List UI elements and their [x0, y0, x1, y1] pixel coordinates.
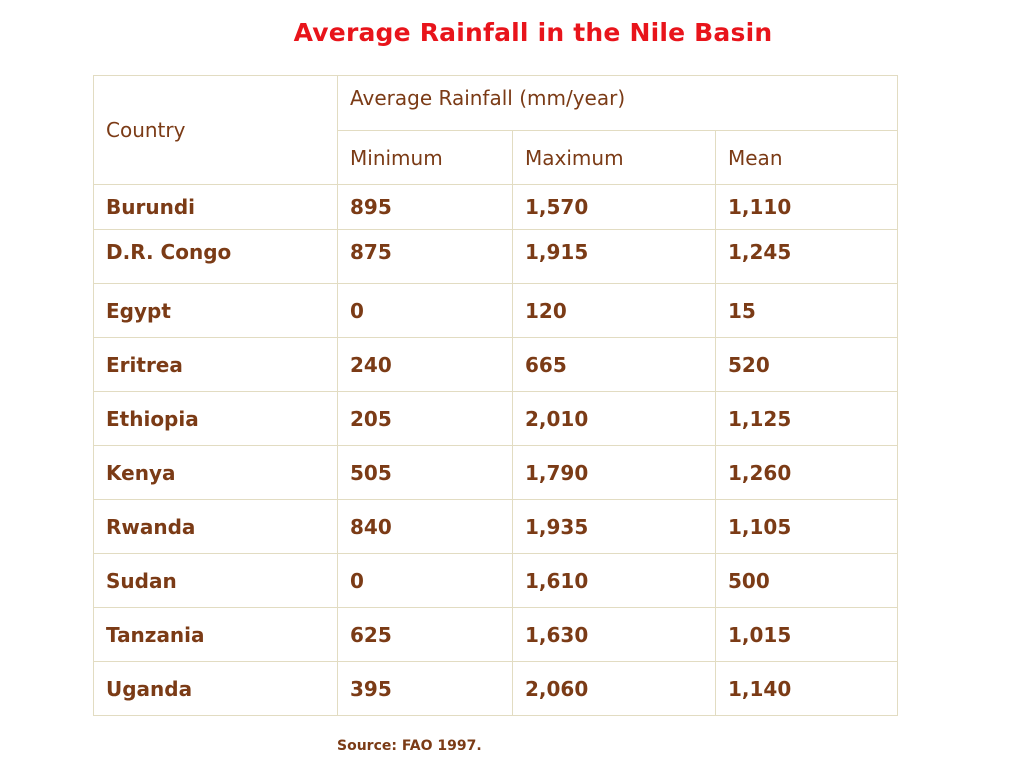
country-header: Country	[93, 75, 338, 185]
table-row: Ethiopia 205 2,010 1,125	[93, 391, 898, 446]
maximum-cell: 1,630	[512, 607, 716, 662]
table-row: Rwanda 840 1,935 1,105	[93, 499, 898, 554]
table-row: Burundi 895 1,570 1,110	[93, 184, 898, 230]
country-cell: Sudan	[93, 553, 338, 608]
mean-header: Mean	[715, 130, 898, 185]
country-cell: Egypt	[93, 283, 338, 338]
mean-cell: 520	[715, 337, 898, 392]
maximum-header: Maximum	[512, 130, 716, 185]
table-row: Tanzania 625 1,630 1,015	[93, 607, 898, 662]
mean-cell: 1,260	[715, 445, 898, 500]
rainfall-table: Country Average Rainfall (mm/year) Minim…	[93, 75, 898, 716]
maximum-cell: 1,935	[512, 499, 716, 554]
maximum-cell: 1,790	[512, 445, 716, 500]
maximum-cell: 1,610	[512, 553, 716, 608]
mean-cell: 1,245	[715, 229, 898, 284]
minimum-cell: 205	[337, 391, 513, 446]
table-row: Egypt 0 120 15	[93, 283, 898, 338]
table-row: Uganda 395 2,060 1,140	[93, 661, 898, 716]
mean-cell: 1,110	[715, 184, 898, 230]
mean-cell: 1,105	[715, 499, 898, 554]
header-row-sub: Minimum Maximum Mean	[94, 130, 898, 185]
mean-cell: 1,015	[715, 607, 898, 662]
minimum-cell: 840	[337, 499, 513, 554]
mean-cell: 1,140	[715, 661, 898, 716]
minimum-header: Minimum	[337, 130, 513, 185]
country-cell: Burundi	[93, 184, 338, 230]
minimum-cell: 895	[337, 184, 513, 230]
country-cell: D.R. Congo	[93, 229, 338, 284]
maximum-cell: 2,060	[512, 661, 716, 716]
country-cell: Eritrea	[93, 337, 338, 392]
minimum-cell: 0	[337, 553, 513, 608]
page-title: Average Rainfall in the Nile Basin	[293, 18, 773, 47]
table-row: Eritrea 240 665 520	[93, 337, 898, 392]
header-row-group: Country Average Rainfall (mm/year)	[93, 75, 898, 185]
minimum-cell: 875	[337, 229, 513, 284]
minimum-cell: 0	[337, 283, 513, 338]
table-row: Sudan 0 1,610 500	[93, 553, 898, 608]
mean-cell: 500	[715, 553, 898, 608]
source-note: Source: FAO 1997.	[337, 738, 482, 754]
maximum-cell: 2,010	[512, 391, 716, 446]
country-cell: Kenya	[93, 445, 338, 500]
country-cell: Uganda	[93, 661, 338, 716]
minimum-cell: 625	[337, 607, 513, 662]
minimum-cell: 240	[337, 337, 513, 392]
maximum-cell: 1,570	[512, 184, 716, 230]
maximum-cell: 120	[512, 283, 716, 338]
mean-cell: 15	[715, 283, 898, 338]
minimum-cell: 505	[337, 445, 513, 500]
maximum-cell: 665	[512, 337, 716, 392]
country-cell: Rwanda	[93, 499, 338, 554]
country-cell: Tanzania	[93, 607, 338, 662]
minimum-cell: 395	[337, 661, 513, 716]
maximum-cell: 1,915	[512, 229, 716, 284]
country-cell: Ethiopia	[93, 391, 338, 446]
table-row: D.R. Congo 875 1,915 1,245	[93, 229, 898, 284]
rainfall-group-header: Average Rainfall (mm/year)	[337, 75, 898, 131]
mean-cell: 1,125	[715, 391, 898, 446]
table-row: Kenya 505 1,790 1,260	[93, 445, 898, 500]
